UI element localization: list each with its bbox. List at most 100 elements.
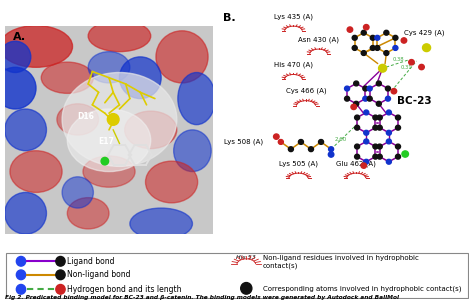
FancyBboxPatch shape [6,252,468,297]
Ellipse shape [119,57,161,98]
Circle shape [395,144,401,149]
Circle shape [409,59,414,65]
Text: Corresponding atoms involved in hydrophobic contact(s): Corresponding atoms involved in hydropho… [263,285,461,292]
Text: Cys 429 (A): Cys 429 (A) [404,30,444,37]
Circle shape [367,86,372,91]
Circle shape [391,88,397,94]
Ellipse shape [62,177,93,208]
Circle shape [422,44,430,52]
Text: Non-ligand bond: Non-ligand bond [67,270,131,279]
Ellipse shape [5,109,46,151]
Circle shape [56,284,65,294]
Text: Lys 435 (A): Lys 435 (A) [274,13,313,20]
Text: His 53: His 53 [237,255,256,260]
Circle shape [376,101,382,106]
Circle shape [328,152,334,157]
Circle shape [419,64,424,70]
Circle shape [370,46,375,50]
Circle shape [370,35,375,40]
Circle shape [375,46,380,50]
Ellipse shape [125,111,177,149]
Circle shape [354,101,359,106]
Text: B.: B. [223,13,236,23]
Text: Cys 466 (A): Cys 466 (A) [286,88,326,94]
Circle shape [16,284,26,294]
Circle shape [376,81,382,86]
Circle shape [56,270,65,280]
Circle shape [373,144,378,149]
Circle shape [364,139,369,144]
Ellipse shape [156,31,208,83]
Circle shape [328,147,334,152]
Circle shape [364,24,369,30]
Circle shape [373,115,378,120]
Text: Lys 508 (A): Lys 508 (A) [224,139,263,145]
Circle shape [345,96,350,101]
Circle shape [364,159,369,164]
Circle shape [384,30,389,35]
Circle shape [101,157,109,165]
Circle shape [386,110,392,115]
Ellipse shape [88,20,151,52]
Circle shape [288,147,293,152]
Circle shape [363,96,368,101]
Circle shape [16,256,26,266]
Ellipse shape [130,208,192,239]
Circle shape [384,51,389,56]
Text: Fig 2. Predicated binding model for BC-23 and β-catenin. The binding models were: Fig 2. Predicated binding model for BC-2… [5,295,399,300]
Ellipse shape [178,72,215,125]
Circle shape [56,256,65,266]
Circle shape [16,270,26,280]
Circle shape [385,96,391,101]
Text: Lys 505 (A): Lys 505 (A) [279,160,318,167]
Circle shape [361,163,366,168]
Circle shape [401,38,407,43]
Circle shape [361,51,366,56]
Circle shape [386,139,392,144]
Ellipse shape [83,156,135,187]
Text: Glu 462 (A): Glu 462 (A) [336,160,376,167]
Circle shape [354,81,359,86]
Circle shape [375,35,380,40]
Circle shape [363,86,368,91]
Ellipse shape [41,62,93,93]
Circle shape [367,96,372,101]
Ellipse shape [0,26,73,67]
Text: D16: D16 [78,112,95,121]
Circle shape [395,125,401,130]
Circle shape [385,86,391,91]
Circle shape [309,147,313,152]
Ellipse shape [5,192,46,234]
Ellipse shape [0,41,31,72]
Circle shape [377,125,382,130]
Circle shape [393,35,398,40]
Circle shape [393,46,398,50]
Circle shape [107,114,119,125]
Text: Hydrogen bond and its length: Hydrogen bond and its length [67,285,182,294]
Ellipse shape [88,52,130,83]
Text: 0.31: 0.31 [401,66,412,70]
Circle shape [377,144,382,149]
Ellipse shape [146,161,198,203]
Text: E17: E17 [99,137,114,146]
Circle shape [361,30,366,35]
Circle shape [241,283,252,294]
Circle shape [352,35,357,40]
Circle shape [278,140,283,144]
Circle shape [355,125,360,130]
Circle shape [395,154,401,159]
Circle shape [352,46,357,50]
Circle shape [386,159,392,164]
Circle shape [373,154,378,159]
Ellipse shape [57,104,99,135]
Circle shape [355,154,360,159]
Ellipse shape [62,72,177,166]
Text: His 470 (A): His 470 (A) [274,62,313,68]
Ellipse shape [0,67,36,109]
Text: A.: A. [13,32,26,42]
Circle shape [386,130,392,135]
Circle shape [319,140,324,144]
Circle shape [373,125,378,130]
Circle shape [364,110,369,115]
Circle shape [347,27,353,32]
